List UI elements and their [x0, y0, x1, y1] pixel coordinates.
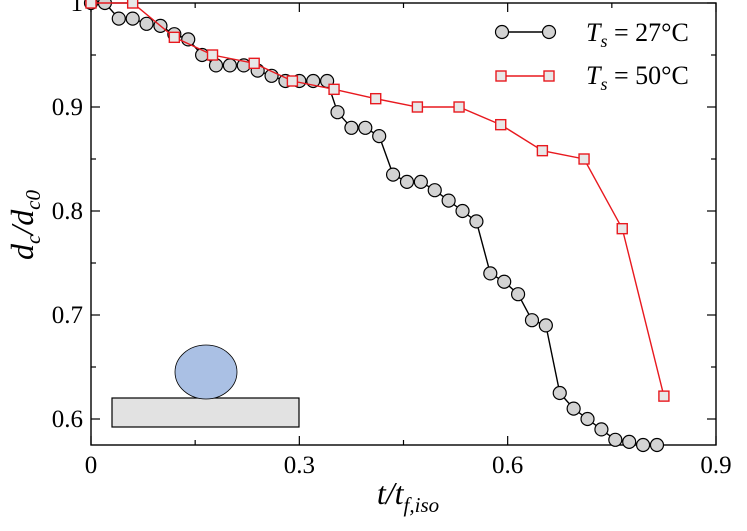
- data-point: [469, 214, 484, 229]
- data-point: [248, 57, 260, 70]
- data-point: [208, 58, 224, 73]
- data-point: [126, 0, 139, 9]
- y-tick-label: 0.7: [52, 302, 83, 329]
- data-point: [524, 313, 540, 328]
- data-point: [495, 118, 507, 131]
- data-point: [441, 193, 456, 208]
- data-point: [483, 266, 498, 281]
- data-point: [344, 120, 359, 135]
- data-point: [370, 92, 382, 105]
- data-point: [510, 287, 526, 302]
- data-point: [330, 105, 345, 120]
- x-tick-label: 0.6: [492, 452, 523, 479]
- data-point: [455, 203, 470, 219]
- axis-ticks: 0 0.3 0.6 0.9 0.6 0.7 0.8 0.9 1: [52, 0, 732, 479]
- data-point: [413, 174, 428, 189]
- data-point: [328, 83, 340, 96]
- data-point: [616, 222, 628, 235]
- legend-label-50c: Ts = 50°C: [586, 61, 689, 94]
- data-point: [635, 437, 651, 453]
- data-point: [85, 0, 97, 9]
- data-point: [206, 49, 219, 61]
- y-tick-label: 0.9: [52, 94, 83, 121]
- legend-entry-50c: Ts = 50°C: [495, 61, 689, 94]
- data-point: [497, 274, 512, 289]
- y-tick-label: 0.8: [52, 198, 83, 225]
- data-point: [399, 174, 415, 189]
- data-point: [139, 16, 154, 31]
- data-point: [608, 432, 623, 447]
- series-line-1: [91, 2, 665, 397]
- droplet-icon: [174, 344, 238, 400]
- legend-entry-27c: Ts = 27°C: [494, 18, 689, 51]
- data-point: [622, 434, 637, 449]
- data-point: [286, 75, 299, 87]
- data-point: [168, 31, 181, 44]
- x-tick-label: 0.3: [284, 452, 315, 479]
- data-point: [578, 153, 590, 165]
- data-point: [566, 401, 581, 416]
- x-axis-label: t/tf,iso: [377, 475, 439, 517]
- data-point: [97, 0, 112, 11]
- x-tick-label: 0: [85, 452, 98, 479]
- data-point: [411, 101, 424, 113]
- data-point: [427, 183, 442, 198]
- data-point: [580, 411, 595, 427]
- legend: Ts = 27°C Ts = 50°C: [494, 18, 689, 94]
- y-tick-label: 1: [71, 0, 84, 17]
- series-layer: [83, 0, 670, 453]
- droplet-inset: [111, 344, 300, 428]
- data-point: [358, 120, 373, 135]
- data-point: [453, 101, 465, 113]
- data-point: [538, 318, 553, 333]
- x-tick-label: 0.9: [700, 452, 731, 479]
- data-point: [658, 390, 670, 402]
- data-point: [649, 437, 665, 453]
- data-point: [385, 167, 401, 182]
- data-point: [594, 422, 609, 437]
- data-point: [536, 144, 549, 157]
- legend-label-27c: Ts = 27°C: [586, 18, 689, 51]
- data-point: [552, 385, 567, 401]
- data-point: [372, 129, 387, 144]
- data-point: [111, 11, 126, 26]
- data-point: [222, 58, 237, 73]
- y-axis-label: dc/dc0: [4, 189, 45, 260]
- y-tick-label: 0.6: [52, 406, 83, 433]
- substrate-icon: [111, 397, 300, 428]
- data-point: [125, 11, 140, 26]
